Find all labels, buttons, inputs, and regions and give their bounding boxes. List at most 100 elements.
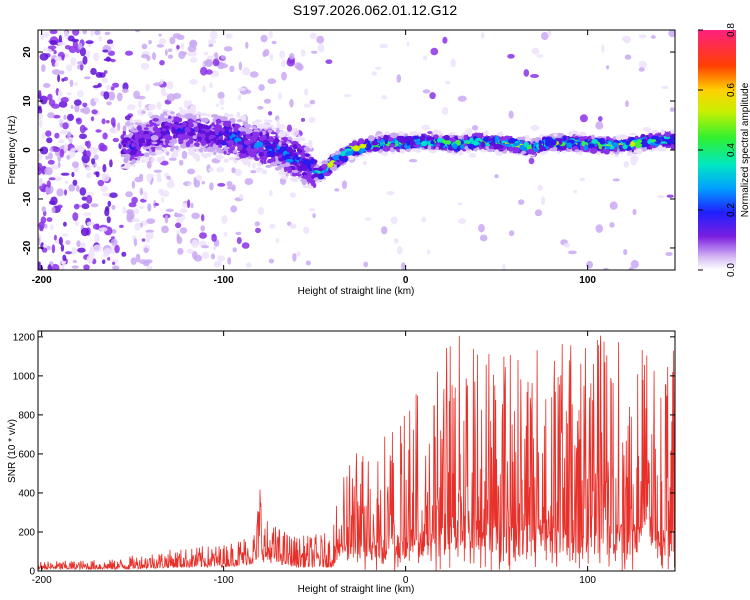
- heatmap-cell: [39, 119, 43, 128]
- heatmap-cell: [79, 63, 84, 71]
- heatmap-ridge-cell: [233, 128, 238, 133]
- heatmap-ridge-cell: [143, 152, 150, 157]
- heatmap-cell: [41, 206, 46, 213]
- heatmap-cell: [139, 205, 144, 210]
- heatmap-cell: [153, 82, 162, 87]
- heatmap-ridge-cell: [278, 131, 286, 138]
- heatmap-ridge-cell: [134, 122, 143, 126]
- heatmap-cell: [530, 124, 540, 131]
- heatmap-cell: [401, 262, 406, 270]
- spectrogram-y-tick-label: 0: [22, 147, 33, 153]
- heatmap-ridge-cell: [244, 124, 252, 129]
- heatmap-cell: [117, 122, 121, 131]
- heatmap-cell: [602, 267, 609, 270]
- heatmap-cell: [244, 178, 254, 185]
- heatmap-cell: [182, 214, 186, 220]
- heatmap-ridge-cell: [655, 135, 659, 142]
- heatmap-cell: [102, 49, 109, 53]
- colorbar-tick-label: 0.6: [726, 83, 737, 97]
- heatmap-cell: [42, 244, 48, 248]
- heatmap-cell: [203, 51, 208, 56]
- heatmap-ridge-cell: [151, 146, 156, 152]
- heatmap-cell: [316, 35, 325, 44]
- heatmap-cell: [217, 255, 226, 262]
- heatmap-cell: [146, 218, 156, 225]
- heatmap-cell: [227, 257, 232, 265]
- heatmap-ridge-cell: [164, 139, 170, 144]
- heatmap-cell: [166, 175, 171, 180]
- heatmap-cell: [45, 185, 54, 195]
- heatmap-ridge-cell: [273, 152, 282, 156]
- heatmap-ridge-cell: [480, 148, 485, 153]
- heatmap-ridge-cell: [205, 134, 209, 141]
- heatmap-ridge-cell: [240, 149, 248, 154]
- heatmap-cell: [192, 251, 198, 260]
- heatmap-ridge-cell: [415, 139, 421, 145]
- heatmap-ridge-cell: [197, 122, 201, 129]
- heatmap-ridge-cell: [591, 134, 595, 140]
- heatmap-ridge-cell: [231, 134, 236, 137]
- heatmap-ridge-cell: [223, 158, 229, 163]
- heatmap-ridge-cell: [211, 122, 215, 126]
- heatmap-cell: [77, 247, 86, 253]
- heatmap-cell: [62, 254, 67, 261]
- heatmap-cell: [44, 223, 48, 229]
- heatmap-ridge-cell: [163, 125, 170, 129]
- heatmap-cell: [83, 264, 90, 270]
- heatmap-cell: [43, 31, 50, 38]
- heatmap-ridge-cell: [488, 145, 494, 150]
- heatmap-ridge-cell: [178, 141, 183, 145]
- heatmap-cell: [103, 91, 110, 100]
- heatmap-ridge-cell: [129, 117, 133, 124]
- heatmap-ridge-cell: [454, 135, 458, 140]
- heatmap-cell: [38, 153, 42, 161]
- heatmap-ridge-cell: [227, 139, 235, 146]
- heatmap-cell: [441, 107, 449, 115]
- heatmap-ridge-cell: [317, 173, 324, 178]
- heatmap-cell: [42, 47, 47, 52]
- heatmap-cell: [187, 182, 192, 187]
- heatmap-cell: [97, 166, 101, 170]
- heatmap-cell: [139, 173, 144, 180]
- heatmap-cell: [85, 191, 94, 197]
- heatmap-cell: [52, 146, 61, 152]
- heatmap-ridge-cell: [285, 147, 293, 152]
- heatmap-cell: [292, 252, 297, 262]
- heatmap-ridge-cell: [136, 125, 142, 131]
- heatmap-cell: [271, 40, 277, 45]
- heatmap-ridge-cell: [452, 152, 457, 155]
- heatmap-cell: [178, 159, 184, 166]
- heatmap-cell: [429, 92, 436, 100]
- heatmap-ridge-cell: [641, 138, 647, 143]
- heatmap-ridge-cell: [421, 140, 428, 147]
- heatmap-cell: [624, 54, 632, 60]
- heatmap-ridge-cell: [463, 134, 468, 142]
- heatmap-cell: [300, 117, 306, 122]
- spectrogram-y-tick-label: 10: [22, 95, 33, 107]
- heatmap-ridge-cell: [228, 113, 234, 117]
- heatmap-cell: [267, 78, 277, 84]
- heatmap-cell: [68, 45, 77, 54]
- heatmap-cell: [518, 199, 525, 205]
- heatmap-ridge-cell: [155, 149, 164, 155]
- heatmap-cell: [158, 33, 162, 37]
- heatmap-cell: [219, 63, 229, 69]
- heatmap-cell: [193, 179, 201, 188]
- heatmap-ridge-cell: [122, 130, 126, 136]
- heatmap-cell: [304, 88, 309, 96]
- heatmap-cell: [95, 71, 103, 78]
- heatmap-cell: [68, 184, 76, 192]
- heatmap-cell: [91, 158, 96, 165]
- heatmap-ridge-cell: [333, 161, 341, 165]
- heatmap-ridge-cell: [278, 141, 282, 147]
- heatmap-ridge-cell: [312, 182, 317, 189]
- heatmap-cell: [122, 82, 129, 91]
- heatmap-cell: [79, 133, 87, 140]
- heatmap-cell: [231, 167, 236, 174]
- heatmap-ridge-cell: [430, 140, 435, 145]
- heatmap-ridge-cell: [538, 140, 542, 146]
- heatmap-ridge-cell: [621, 139, 626, 143]
- heatmap-cell: [308, 116, 316, 123]
- heatmap-cell: [202, 85, 207, 93]
